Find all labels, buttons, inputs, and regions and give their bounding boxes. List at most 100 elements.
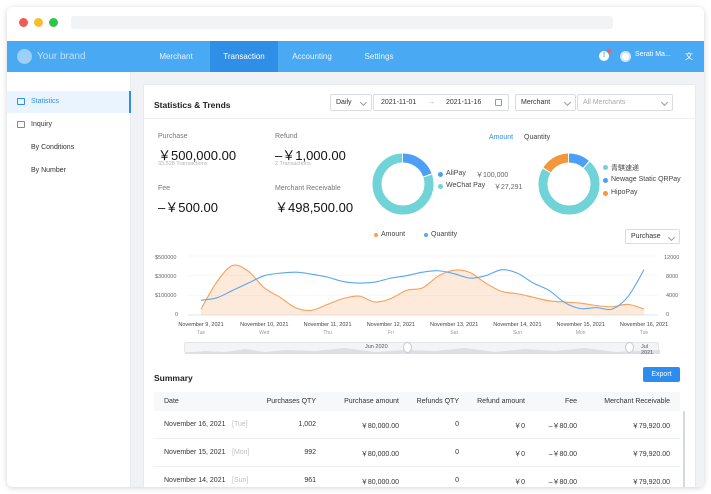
trend-metric-value: Purchase: [631, 233, 661, 240]
x-tick-day: Thu: [323, 330, 332, 336]
legend-quantity[interactable]: Quantity: [431, 231, 458, 238]
y-right-tick: 8000: [666, 274, 679, 280]
x-tick-label: November 14, 2021: [493, 322, 542, 328]
sidebar-item-label: Inquiry: [31, 121, 53, 128]
series-line-amount[interactable]: [200, 264, 645, 312]
period-value: Daily: [336, 99, 352, 106]
cell-day: [Mon]: [232, 449, 250, 456]
refund-transactions: 2 Transactions: [275, 161, 311, 167]
table-row[interactable]: November 16, 2021 [Tue] 1,002 ￥80,000.00…: [154, 411, 680, 439]
notification-icon[interactable]: !: [599, 51, 609, 61]
legend-merchant-1: 青騏速递: [611, 164, 639, 172]
cell-date: November 14, 2021: [164, 477, 226, 484]
legend-wechat: WeChat Pay: [446, 182, 486, 189]
merchant-filter-select[interactable]: Merchant: [515, 94, 576, 111]
calendar-icon: [495, 99, 502, 106]
x-tick-label: November 13, 2021: [429, 322, 479, 328]
date-zoom-slider[interactable]: Jun 2020 Jul 2021: [184, 342, 660, 356]
notification-badge: [607, 49, 611, 53]
series-line-quantity[interactable]: [200, 269, 645, 311]
y-right-tick: 4000: [666, 293, 679, 299]
sidebar-item-statistics[interactable]: Statistics: [7, 91, 131, 113]
date-to: 2021-11-16: [446, 99, 482, 106]
table-scrollbar[interactable]: [683, 411, 685, 487]
sidebar-item-inquiry[interactable]: Inquiry: [7, 114, 131, 136]
date-range-picker[interactable]: 2021-11-01 → 2021-11-16: [373, 94, 509, 111]
merchant-search-select[interactable]: All Merchants: [577, 94, 673, 111]
legend-wechat-value: ￥27,291: [494, 184, 523, 191]
x-tick-label: November 12, 2021: [366, 322, 415, 328]
receivable-value: ￥498,500.00: [275, 200, 354, 215]
browser-chrome: [7, 7, 704, 41]
legend-merchant-3: HipoPay: [611, 189, 638, 196]
tab-merchant[interactable]: Merchant: [159, 52, 193, 61]
tab-settings[interactable]: Settings: [364, 52, 394, 61]
table-row[interactable]: November 15, 2021 [Mon] 992 ￥80,000.00 0…: [154, 439, 680, 467]
cell-qty: 961: [304, 477, 316, 484]
y-left-tick: $500000: [155, 255, 177, 261]
date-range-arrow: →: [428, 99, 435, 106]
x-tick-day: Fri: [387, 330, 394, 336]
minimize-window-button[interactable]: [34, 18, 43, 27]
cell-refund-amount: ￥0: [514, 423, 525, 430]
sidebar-item-by-number[interactable]: By Number: [7, 160, 131, 182]
sidebar-item-label: By Number: [31, 167, 67, 174]
donut-segment[interactable]: [372, 153, 434, 215]
series-area-amount: [201, 265, 644, 315]
zoom-handle-right[interactable]: [625, 342, 634, 353]
column-header: Purchase amount: [344, 398, 399, 405]
user-name[interactable]: Serati Ma...: [635, 51, 671, 58]
cell-fee: –￥80.00: [548, 423, 577, 430]
trend-metric-select[interactable]: Purchase: [625, 229, 680, 244]
tab-accounting[interactable]: Accounting: [292, 52, 332, 61]
period-select[interactable]: Daily: [330, 94, 372, 111]
legend-merchant-2: Newage Static QRPay: [611, 176, 681, 183]
donut-segment[interactable]: [372, 153, 434, 215]
column-header: Purchases QTY: [266, 398, 316, 405]
cell-day: [Tue]: [232, 421, 248, 428]
sidebar-item-label: Statistics: [31, 98, 60, 105]
merchant-placeholder: All Merchants: [583, 99, 626, 106]
purchase-label: Purchase: [158, 133, 188, 140]
summary-table-header: Date Purchases QTY Purchase amount Refun…: [154, 392, 680, 411]
legend-dot-merchant-2: [603, 178, 608, 183]
legend-dot-alipay: [438, 172, 443, 177]
y-right-tick: 12000: [664, 255, 680, 261]
avatar[interactable]: [620, 51, 631, 62]
cell-fee: –￥80.00: [548, 451, 577, 458]
table-row[interactable]: November 14, 2021 [Sun] 961 ￥80,000.00 0…: [154, 467, 680, 487]
cell-amount: ￥80,000.00: [360, 423, 399, 430]
statistics-icon: [17, 98, 25, 105]
legend-amount[interactable]: Amount: [381, 231, 406, 238]
legend-dot-wechat: [438, 184, 443, 189]
toggle-quantity[interactable]: Quantity: [524, 134, 551, 141]
cell-qty: 1,002: [298, 421, 316, 428]
donut-segment[interactable]: [538, 153, 600, 215]
receivable-label: Merchant Receivable: [275, 185, 341, 192]
top-navigation: Your brand Merchant Transaction Accounti…: [7, 41, 704, 72]
export-button[interactable]: Export: [643, 367, 680, 382]
cell-receivable: ￥79,920.00: [631, 451, 670, 458]
trend-chart: [188, 255, 658, 316]
tab-transaction[interactable]: Transaction: [210, 41, 278, 72]
zoom-handle-left[interactable]: [403, 342, 412, 353]
address-bar[interactable]: [71, 16, 613, 29]
language-icon[interactable]: 文: [685, 52, 693, 61]
cell-date: November 16, 2021: [164, 421, 226, 428]
column-header: Fee: [564, 398, 577, 405]
page-title: Statistics & Trends: [154, 100, 231, 110]
maximize-window-button[interactable]: [49, 18, 58, 27]
toggle-amount[interactable]: Amount: [489, 134, 514, 141]
merchant-donut: [538, 153, 600, 215]
statistics-card: Statistics & Trends Daily 2021-11-01 → 2…: [143, 84, 697, 487]
column-header: Refunds QTY: [416, 398, 459, 405]
close-window-button[interactable]: [19, 18, 28, 27]
sidebar-item-by-conditions[interactable]: By Conditions: [7, 137, 131, 159]
brand-name: Your brand: [37, 51, 86, 62]
cell-refund-qty: 0: [455, 449, 459, 456]
legend-alipay-value: ￥100,000: [476, 172, 509, 179]
merchant-filter-value: Merchant: [521, 99, 551, 106]
legend-dot-merchant-1: [603, 165, 608, 170]
cell-amount: ￥80,000.00: [360, 451, 399, 458]
donut-segment[interactable]: [538, 153, 600, 215]
